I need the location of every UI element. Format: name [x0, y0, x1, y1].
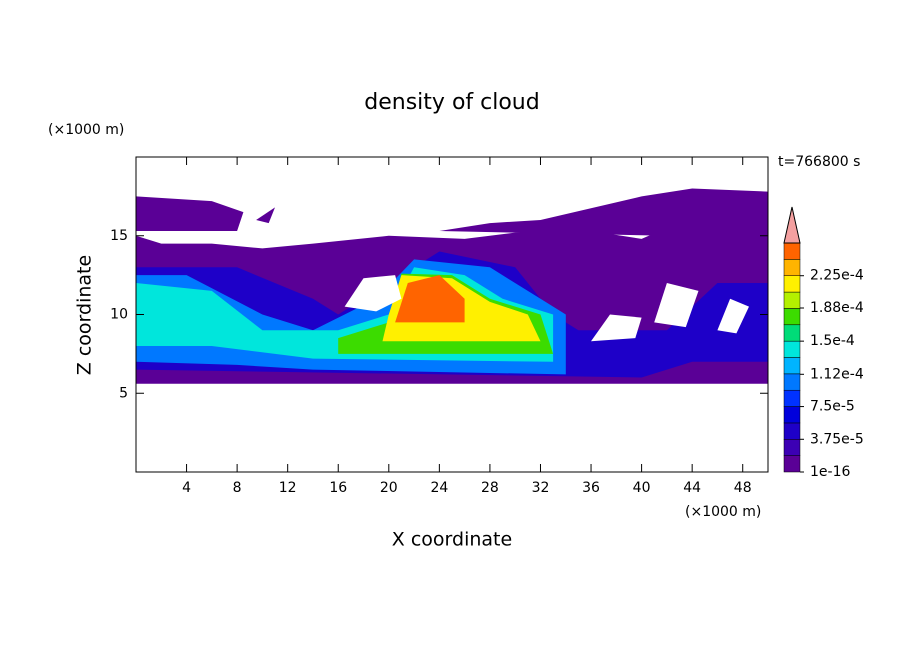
colorbar-band [783, 291, 801, 309]
colorbar-band [783, 259, 801, 276]
x-tick-label: 44 [683, 480, 701, 496]
x-unit: (×1000 m) [685, 504, 761, 520]
contour-region [136, 196, 244, 231]
colorbar-extension [783, 206, 801, 244]
empty-region [654, 283, 699, 328]
colorbar-band [783, 373, 801, 391]
colorbar-tick-label: 3.75e-5 [810, 431, 864, 447]
contour-region [256, 207, 275, 224]
colorbar-band [783, 455, 801, 473]
empty-region [717, 298, 749, 334]
x-tick-label: 20 [380, 480, 398, 496]
time-label: t=766800 s [778, 154, 860, 170]
colorbar-band [783, 422, 801, 440]
x-tick-label: 40 [633, 480, 651, 496]
colorbar-tick-label: 1.5e-4 [810, 333, 855, 349]
y-tick-label: 5 [119, 385, 128, 401]
colorbar-band [783, 324, 801, 342]
x-tick-label: 36 [582, 480, 600, 496]
y-tick-label: 15 [110, 228, 128, 244]
x-tick-label: 8 [233, 480, 242, 496]
colorbar-band [783, 357, 801, 375]
colorbar-band [783, 389, 801, 407]
colorbar-band [783, 242, 801, 260]
y-tick-label: 10 [110, 307, 128, 323]
colorbar-tick-label: 7.5e-5 [810, 399, 855, 415]
colorbar-tick-label: 1.12e-4 [810, 366, 864, 382]
x-tick-label: 24 [430, 480, 448, 496]
x-tick-label: 16 [329, 480, 347, 496]
chart-title: density of cloud [364, 90, 539, 115]
y-unit: (×1000 m) [48, 122, 124, 138]
colorbar-band [783, 308, 801, 326]
colorbar-band [783, 439, 801, 456]
x-axis-label: X coordinate [392, 529, 512, 551]
colorbar-tick-label: 1.88e-4 [810, 300, 864, 316]
x-tick-label: 4 [182, 480, 191, 496]
contour-region [395, 275, 465, 323]
x-tick-label: 48 [734, 480, 752, 496]
colorbar-band [783, 275, 801, 293]
colorbar-band [783, 406, 801, 424]
empty-region [591, 314, 642, 342]
x-tick-label: 28 [481, 480, 499, 496]
contour-region [439, 188, 768, 236]
colorbar-band [783, 340, 801, 358]
colorbar-tick-label: 1e-16 [810, 464, 850, 480]
x-tick-label: 32 [532, 480, 550, 496]
empty-region [344, 275, 402, 312]
colorbar-tick-label: 2.25e-4 [810, 268, 864, 284]
y-axis-label: Z coordinate [74, 255, 96, 375]
x-tick-label: 12 [279, 480, 297, 496]
